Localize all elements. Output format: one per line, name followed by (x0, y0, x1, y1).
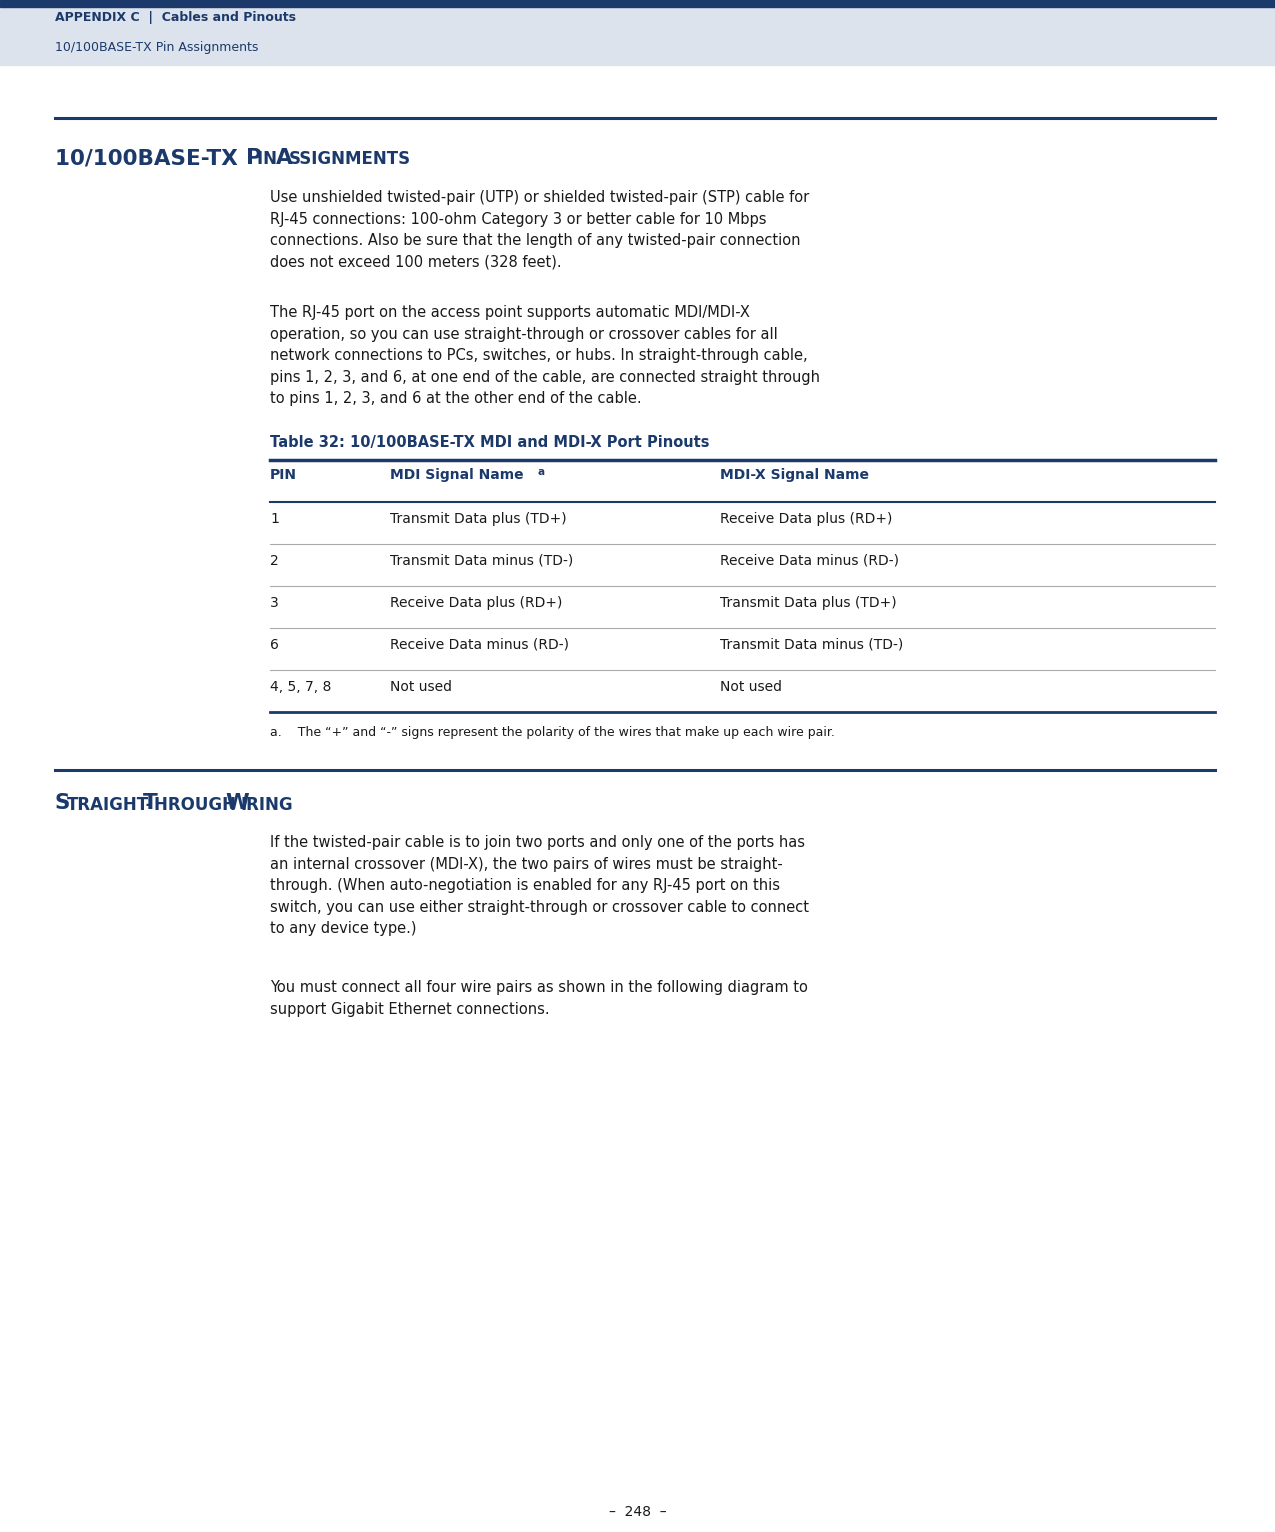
Text: If the twisted-pair cable is to join two ports and only one of the ports has
an : If the twisted-pair cable is to join two… (270, 835, 810, 936)
Text: S: S (55, 794, 70, 813)
Text: Receive Data minus (RD-): Receive Data minus (RD-) (720, 555, 899, 568)
Text: A: A (275, 149, 293, 169)
Text: Receive Data minus (RD-): Receive Data minus (RD-) (390, 637, 569, 653)
Bar (0, 8, 1275, 64)
Bar (0, 0, 1275, 8)
Text: 10/100BASE-TX Pin Assignments: 10/100BASE-TX Pin Assignments (55, 41, 259, 55)
Text: Not used: Not used (390, 680, 453, 694)
Text: 3: 3 (270, 596, 279, 610)
Text: Transmit Data minus (TD-): Transmit Data minus (TD-) (390, 555, 574, 568)
Text: W: W (224, 794, 249, 813)
Text: APPENDIX C  |  Cables and Pinouts: APPENDIX C | Cables and Pinouts (55, 12, 296, 25)
Text: IN: IN (258, 150, 283, 169)
Text: –  248  –: – 248 – (608, 1504, 667, 1520)
Text: 4, 5, 7, 8: 4, 5, 7, 8 (270, 680, 332, 694)
Text: Transmit Data plus (TD+): Transmit Data plus (TD+) (720, 596, 896, 610)
Text: a: a (537, 467, 544, 476)
Text: Receive Data plus (RD+): Receive Data plus (RD+) (390, 596, 562, 610)
Text: T: T (143, 794, 158, 813)
Text: Transmit Data plus (TD+): Transmit Data plus (TD+) (390, 512, 566, 525)
Text: MDI Signal Name: MDI Signal Name (390, 467, 524, 483)
Text: HROUGH: HROUGH (154, 795, 242, 813)
Text: Transmit Data minus (TD-): Transmit Data minus (TD-) (720, 637, 903, 653)
Text: PIN: PIN (270, 467, 297, 483)
Text: The RJ-45 port on the access point supports automatic MDI/MDI-X
operation, so yo: The RJ-45 port on the access point suppo… (270, 305, 820, 406)
Text: Not used: Not used (720, 680, 782, 694)
Text: a.    The “+” and “-” signs represent the polarity of the wires that make up eac: a. The “+” and “-” signs represent the p… (270, 726, 835, 738)
Text: You must connect all four wire pairs as shown in the following diagram to
suppor: You must connect all four wire pairs as … (270, 980, 808, 1017)
Text: 1: 1 (270, 512, 279, 525)
Text: P: P (246, 149, 261, 169)
Text: Use unshielded twisted-pair (UTP) or shielded twisted-pair (STP) cable for
RJ-45: Use unshielded twisted-pair (UTP) or shi… (270, 190, 810, 270)
Text: Table 32: 10/100BASE-TX MDI and MDI-X Port Pinouts: Table 32: 10/100BASE-TX MDI and MDI-X Po… (270, 435, 709, 450)
Text: SSIGNMENTS: SSIGNMENTS (289, 150, 411, 169)
Text: Receive Data plus (RD+): Receive Data plus (RD+) (720, 512, 892, 525)
Text: IRING: IRING (240, 795, 293, 813)
Text: 10/100BASE-TX: 10/100BASE-TX (55, 149, 245, 169)
Text: 6: 6 (270, 637, 279, 653)
Text: MDI-X Signal Name: MDI-X Signal Name (720, 467, 870, 483)
Text: 2: 2 (270, 555, 279, 568)
Text: TRAIGHT-: TRAIGHT- (68, 795, 153, 813)
